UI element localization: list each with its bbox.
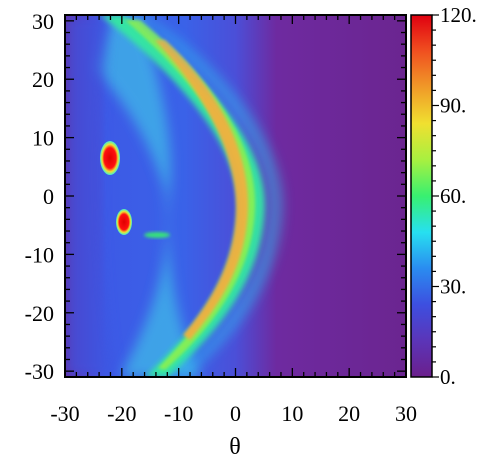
colorbar-ticks bbox=[432, 14, 439, 378]
axis-ticks bbox=[64, 15, 407, 377]
y-tick-label: 30 bbox=[32, 9, 54, 34]
x-axis-title: θ bbox=[229, 434, 241, 460]
plot-area bbox=[65, 15, 406, 377]
x-tick-label: 0 bbox=[230, 401, 241, 426]
blue-wedge bbox=[65, 15, 115, 377]
y-tick-label: 10 bbox=[32, 126, 54, 151]
x-tick-label: -30 bbox=[50, 401, 79, 426]
outer-arc-core bbox=[125, 20, 256, 370]
inner-shock-arc bbox=[155, 40, 249, 340]
x-tick-label: 10 bbox=[281, 401, 303, 426]
colorbar-label: 0. bbox=[440, 365, 456, 389]
y-tick-label: -10 bbox=[25, 242, 54, 267]
x-tick-label: -20 bbox=[107, 401, 136, 426]
y-tick-label: -20 bbox=[25, 301, 54, 326]
hot-spot-upper bbox=[100, 141, 120, 175]
colorbar-label: 60. bbox=[440, 184, 466, 208]
colorbar-label: 30. bbox=[440, 275, 466, 299]
colorbar-fill bbox=[411, 15, 432, 377]
x-tick-labels: -30 -20 -10 0 10 20 30 bbox=[50, 401, 417, 426]
colorbar-labels: 120. 90. 60. 30. 0. bbox=[440, 3, 477, 389]
x-tick-label: -10 bbox=[164, 401, 193, 426]
x-tick-label: 20 bbox=[338, 401, 360, 426]
colorbar: 120. 90. 60. 30. 0. bbox=[410, 3, 477, 389]
colorbar-label: 90. bbox=[440, 94, 466, 118]
colorbar-label: 120. bbox=[440, 3, 477, 27]
hot-spot-lower bbox=[116, 209, 132, 235]
x-tick-label: 30 bbox=[395, 401, 417, 426]
y-tick-label: 20 bbox=[32, 67, 54, 92]
y-tick-label: -30 bbox=[25, 359, 54, 384]
y-tick-label: 0 bbox=[43, 184, 54, 209]
y-tick-labels: 30 20 10 0 -10 -20 -30 bbox=[25, 9, 54, 384]
filament bbox=[144, 232, 170, 238]
